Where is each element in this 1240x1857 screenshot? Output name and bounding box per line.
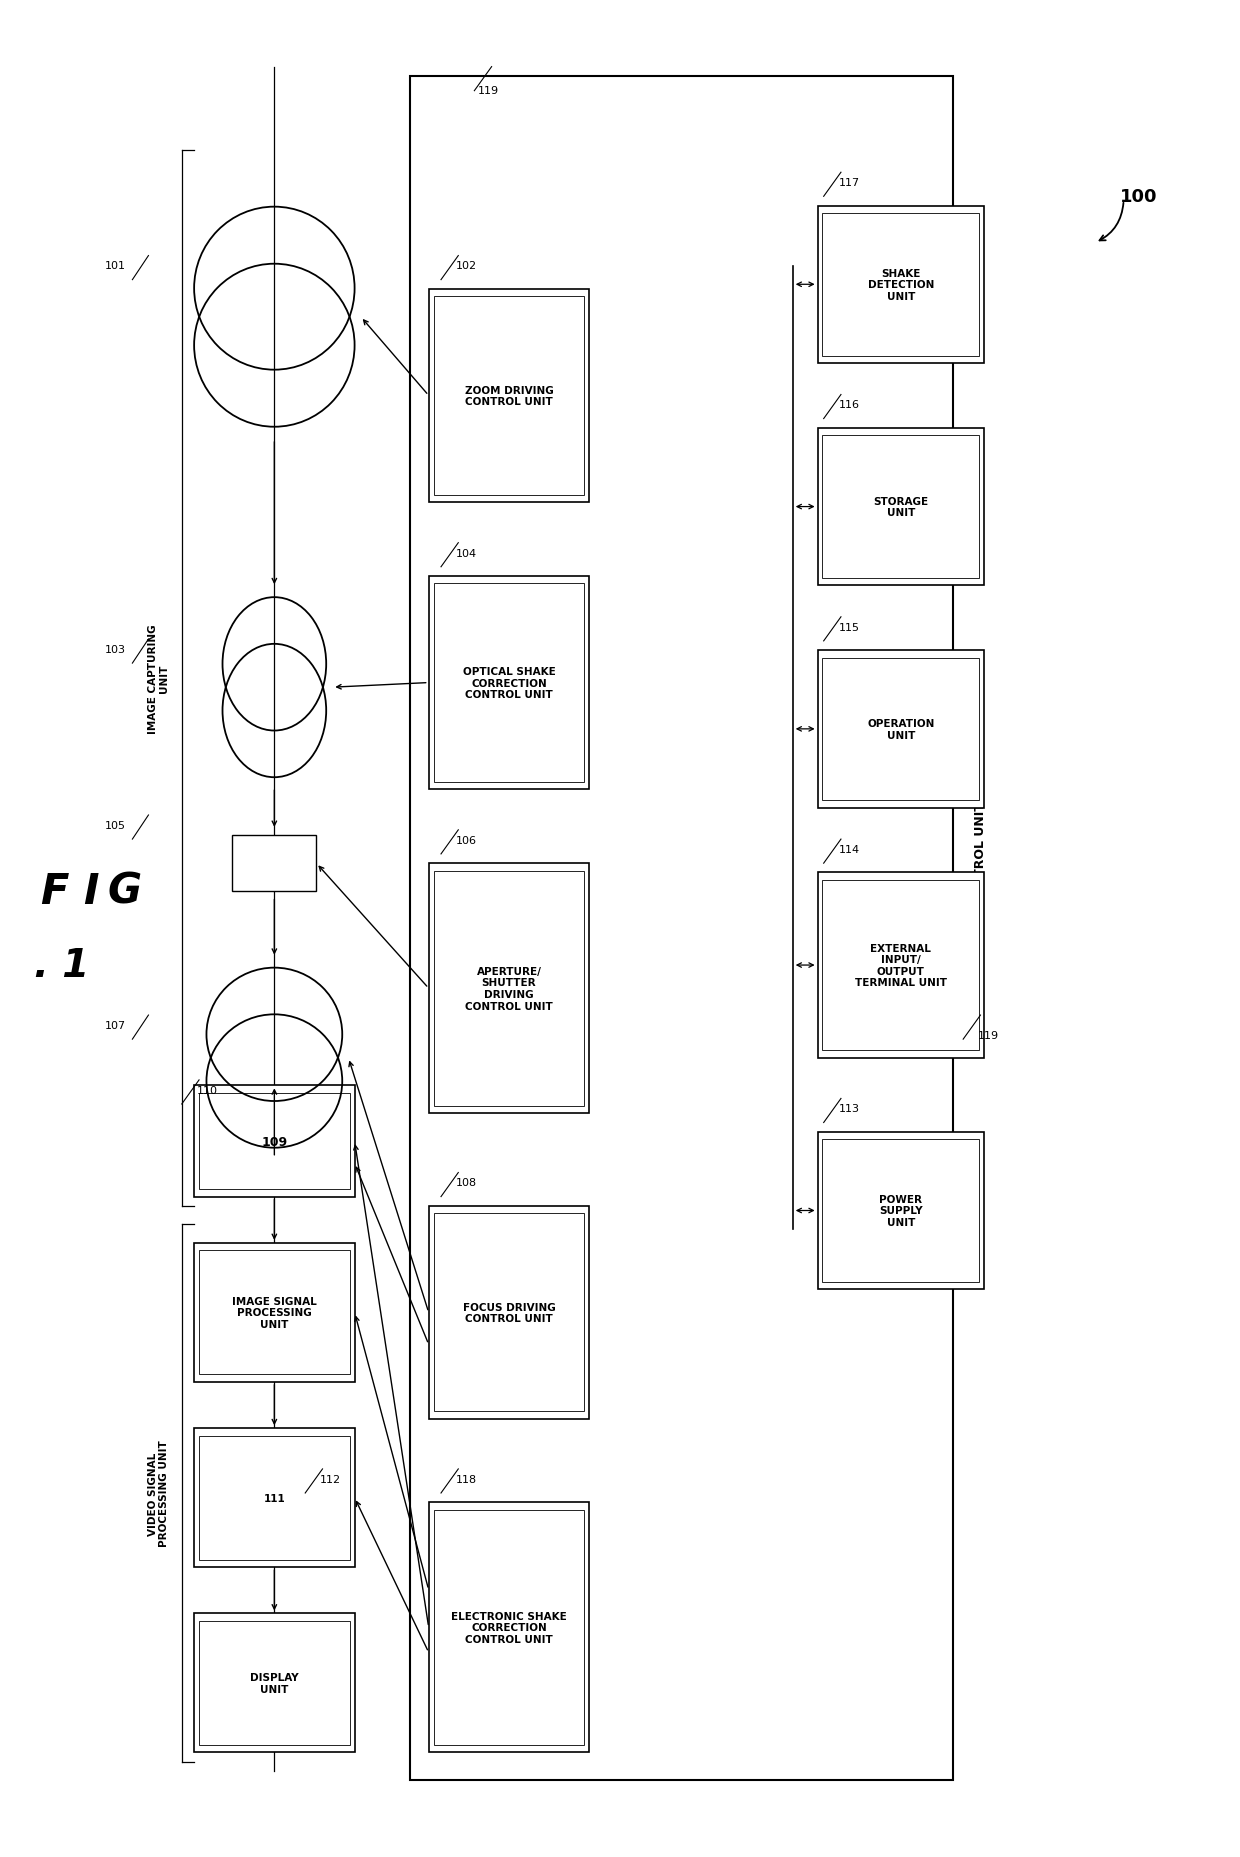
Text: I: I [83, 871, 98, 912]
Text: 114: 114 [838, 845, 859, 854]
Bar [817, 429, 985, 587]
Text: 105: 105 [105, 821, 126, 830]
Text: 115: 115 [838, 622, 859, 631]
Text: OPTICAL SHAKE
CORRECTION
CONTROL UNIT: OPTICAL SHAKE CORRECTION CONTROL UNIT [463, 667, 556, 700]
Bar [195, 1614, 355, 1753]
Bar [429, 578, 589, 789]
Text: ZOOM DRIVING
CONTROL UNIT: ZOOM DRIVING CONTROL UNIT [465, 386, 553, 407]
Text: 103: 103 [105, 644, 126, 654]
Text: 109: 109 [262, 1135, 288, 1148]
Text: 118: 118 [456, 1474, 477, 1484]
Text: 108: 108 [456, 1177, 477, 1188]
Bar [434, 1214, 584, 1411]
Bar [817, 206, 985, 364]
Text: 102: 102 [456, 262, 477, 271]
Text: 110: 110 [197, 1084, 217, 1096]
Text: DISPLAY
UNIT: DISPLAY UNIT [250, 1671, 299, 1694]
Text: 119: 119 [479, 85, 500, 97]
Bar [429, 1207, 589, 1419]
Text: 106: 106 [456, 836, 477, 845]
Bar [434, 297, 584, 496]
Bar [195, 1086, 355, 1198]
Text: STORAGE
UNIT: STORAGE UNIT [873, 496, 929, 518]
Bar [429, 290, 589, 503]
Bar [817, 873, 985, 1058]
Bar [200, 1250, 350, 1374]
Bar [822, 214, 980, 357]
Bar [822, 1140, 980, 1281]
Bar [817, 1133, 985, 1289]
Bar [410, 76, 954, 1781]
Text: EXTERNAL
INPUT/
OUTPUT
TERMINAL UNIT: EXTERNAL INPUT/ OUTPUT TERMINAL UNIT [854, 943, 947, 988]
Text: 111: 111 [263, 1493, 285, 1502]
Text: 107: 107 [105, 1019, 126, 1031]
Bar [822, 436, 980, 579]
Text: POWER
SUPPLY
UNIT: POWER SUPPLY UNIT [879, 1194, 923, 1227]
Bar [200, 1435, 350, 1560]
Bar [429, 1502, 589, 1753]
Bar [232, 836, 316, 891]
Text: 113: 113 [838, 1103, 859, 1114]
Text: 117: 117 [838, 178, 859, 188]
Text: 104: 104 [456, 548, 477, 559]
Text: ELECTRONIC SHAKE
CORRECTION
CONTROL UNIT: ELECTRONIC SHAKE CORRECTION CONTROL UNIT [451, 1610, 567, 1643]
Bar [195, 1428, 355, 1567]
Bar [195, 1242, 355, 1382]
Text: VIDEO SIGNAL
PROCESSING UNIT: VIDEO SIGNAL PROCESSING UNIT [148, 1439, 170, 1547]
Text: APERTURE/
SHUTTER
DRIVING
CONTROL UNIT: APERTURE/ SHUTTER DRIVING CONTROL UNIT [465, 966, 553, 1010]
Text: 101: 101 [105, 262, 126, 271]
Bar [429, 864, 589, 1114]
Text: 112: 112 [320, 1474, 341, 1484]
Bar [434, 585, 584, 782]
Text: . 1: . 1 [33, 947, 89, 984]
Text: OPERATION
UNIT: OPERATION UNIT [867, 719, 935, 741]
Text: G: G [108, 871, 141, 912]
Text: 116: 116 [838, 399, 859, 410]
Text: 100: 100 [1120, 188, 1157, 206]
Bar [434, 871, 584, 1107]
Text: IMAGE CAPTURING
UNIT: IMAGE CAPTURING UNIT [148, 624, 170, 734]
Bar [434, 1510, 584, 1746]
Bar [200, 1621, 350, 1746]
Text: FOCUS DRIVING
CONTROL UNIT: FOCUS DRIVING CONTROL UNIT [463, 1302, 556, 1324]
Text: CONTROL UNIT: CONTROL UNIT [973, 802, 987, 906]
Text: 119: 119 [978, 1031, 999, 1040]
Bar [822, 657, 980, 800]
Text: F: F [40, 871, 68, 912]
Text: IMAGE SIGNAL
PROCESSING
UNIT: IMAGE SIGNAL PROCESSING UNIT [232, 1296, 316, 1330]
Bar [817, 650, 985, 808]
Text: SHAKE
DETECTION
UNIT: SHAKE DETECTION UNIT [868, 269, 934, 301]
Bar [200, 1094, 350, 1190]
Bar [822, 880, 980, 1051]
